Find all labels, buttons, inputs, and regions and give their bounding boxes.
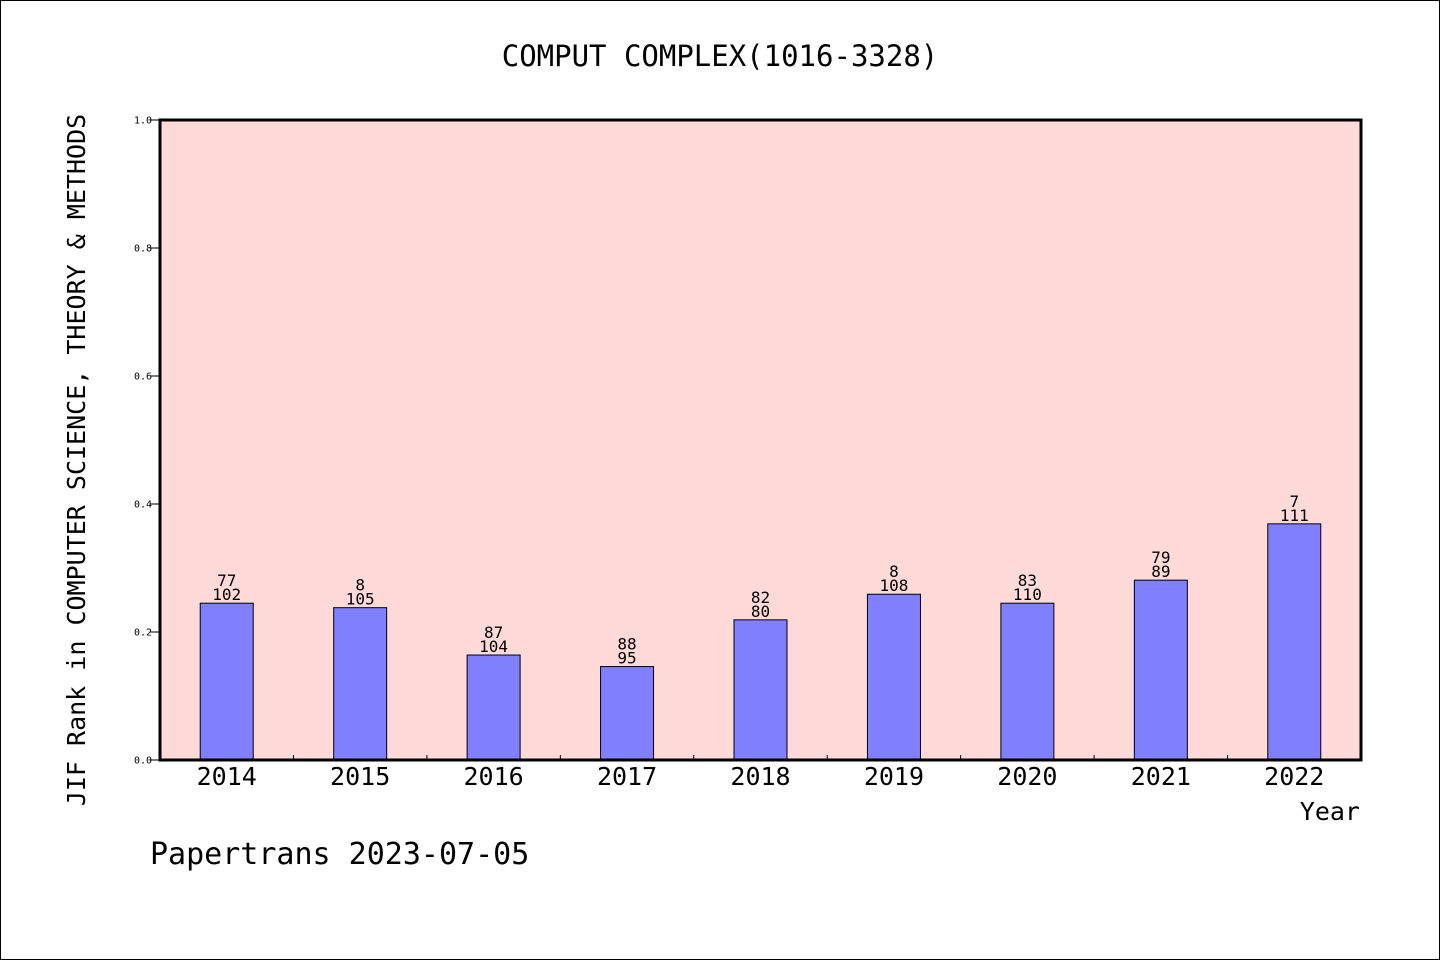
y-tick-label: 0.6 — [134, 372, 152, 383]
y-axis-label: JIF Rank in COMPUTER SCIENCE, THEORY & M… — [62, 114, 91, 806]
bar-label-bottom: 95 — [617, 649, 636, 668]
x-tick-label: 2017 — [597, 762, 657, 791]
bar-label-bottom: 111 — [1280, 506, 1309, 525]
y-tick-label: 1.0 — [134, 116, 152, 127]
bar-label-top: 83 — [1018, 571, 1037, 590]
bar-label-bottom: 102 — [212, 585, 241, 604]
bar-2019 — [866, 593, 921, 761]
bar-2021 — [1133, 579, 1188, 761]
x-tick-label: 2016 — [464, 762, 524, 791]
y-tick-label: 0.0 — [134, 756, 152, 767]
y-tick-label: 0.8 — [134, 244, 152, 255]
bar-2016 — [466, 654, 521, 761]
bar-label-top: 7 — [1289, 492, 1299, 511]
bar-label-bottom: 89 — [1151, 562, 1170, 581]
x-tick-label: 2014 — [197, 762, 257, 791]
bar-label-bottom: 80 — [751, 602, 770, 621]
y-tick-label: 0.4 — [134, 500, 152, 511]
bar-2018 — [733, 619, 788, 761]
bar-2017 — [600, 666, 655, 761]
x-tick-label: 2022 — [1264, 762, 1324, 791]
bar-label-top: 82 — [751, 588, 770, 607]
y-axis: 0.0 0.2 0.4 0.6 0.8 1.0 — [134, 116, 160, 767]
x-axis: 2014 2015 2016 2017 2018 2019 2020 2021 2022 — [197, 755, 1324, 791]
bar-2015 — [333, 607, 388, 761]
bar-label-top: 8 — [889, 562, 899, 581]
x-tick-label: 2019 — [864, 762, 924, 791]
bar-label-top: 79 — [1151, 548, 1170, 567]
bar-2020 — [1000, 602, 1055, 761]
bar-label-top: 77 — [217, 571, 236, 590]
footer-credit: Papertrans 2023-07-05 — [150, 837, 529, 872]
bar-label-top: 8 — [355, 576, 365, 595]
x-tick-label: 2018 — [730, 762, 790, 791]
bar-label-bottom: 105 — [346, 590, 375, 609]
x-tick-label: 2020 — [997, 762, 1057, 791]
bar-2014 — [199, 602, 254, 761]
x-axis-label: Year — [1300, 797, 1360, 826]
x-tick-label: 2015 — [330, 762, 390, 791]
bar-label-bottom: 104 — [479, 637, 508, 656]
bar-2022 — [1267, 523, 1322, 761]
bar-label-top: 87 — [484, 623, 503, 642]
x-tick-label: 2021 — [1131, 762, 1191, 791]
chart-title: COMPUT COMPLEX(1016-3328) — [502, 39, 939, 73]
bar-label-top: 88 — [617, 635, 636, 654]
bar-label-bottom: 108 — [879, 576, 908, 595]
bar-label-bottom: 110 — [1013, 585, 1042, 604]
plot-border — [158, 118, 1363, 762]
y-tick-label: 0.2 — [134, 628, 152, 639]
